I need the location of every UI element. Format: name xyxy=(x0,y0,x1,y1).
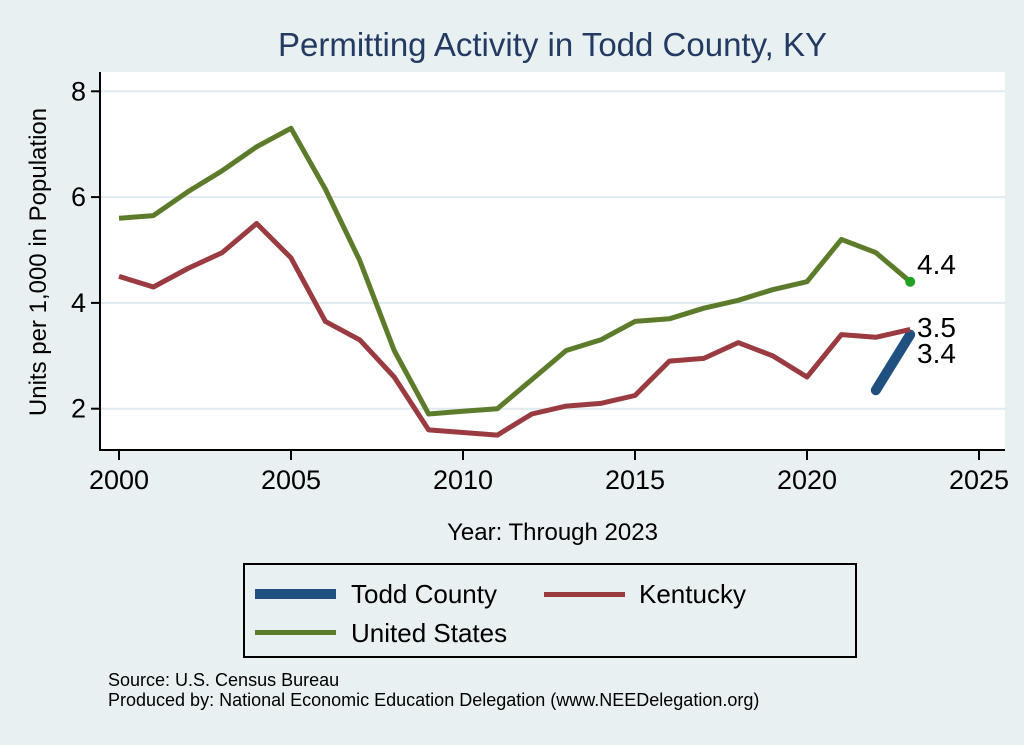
series-end-label-1: 3.5 xyxy=(917,312,956,343)
series-line-todd-county xyxy=(870,329,916,396)
y-tick-label-4: 4 xyxy=(71,288,86,318)
legend: Todd County Kentucky United States xyxy=(243,563,857,658)
x-tick-label-2000: 2000 xyxy=(89,465,149,495)
series-line-united-states xyxy=(118,125,912,417)
source-line: Source: U.S. Census Bureau xyxy=(108,670,340,690)
legend-label-united-states: United States xyxy=(351,618,508,648)
x-tick-label-2020: 2020 xyxy=(777,465,837,495)
x-tick-label-2005: 2005 xyxy=(261,465,321,495)
legend-swatch-united-states xyxy=(255,630,336,635)
chart-title: Permitting Activity in Todd County, KY xyxy=(277,26,828,63)
x-tick-label-2010: 2010 xyxy=(433,465,493,495)
x-axis-label: Year: Through 2023 xyxy=(447,519,658,546)
series-end-label-2: 3.4 xyxy=(917,338,956,369)
x-tick-label-2015: 2015 xyxy=(605,465,665,495)
y-tick-label-8: 8 xyxy=(71,76,86,106)
legend-swatch-todd-county xyxy=(255,589,336,599)
series-end-label-0: 4.4 xyxy=(917,249,956,280)
end-marker-united-states xyxy=(905,276,916,287)
y-axis-title: Units per 1,000 in Population xyxy=(25,107,52,417)
plot-background xyxy=(100,72,1005,450)
legend-label-kentucky: Kentucky xyxy=(639,579,746,609)
legend-label-todd-county: Todd County xyxy=(351,579,497,609)
produced-by-line: Produced by: National Economic Education… xyxy=(108,690,760,710)
x-tick-label-2025: 2025 xyxy=(949,465,1009,495)
legend-swatch-kentucky xyxy=(544,592,625,597)
y-tick-label-6: 6 xyxy=(71,182,86,212)
series-line-kentucky xyxy=(118,221,911,438)
y-tick-label-2: 2 xyxy=(71,394,86,424)
